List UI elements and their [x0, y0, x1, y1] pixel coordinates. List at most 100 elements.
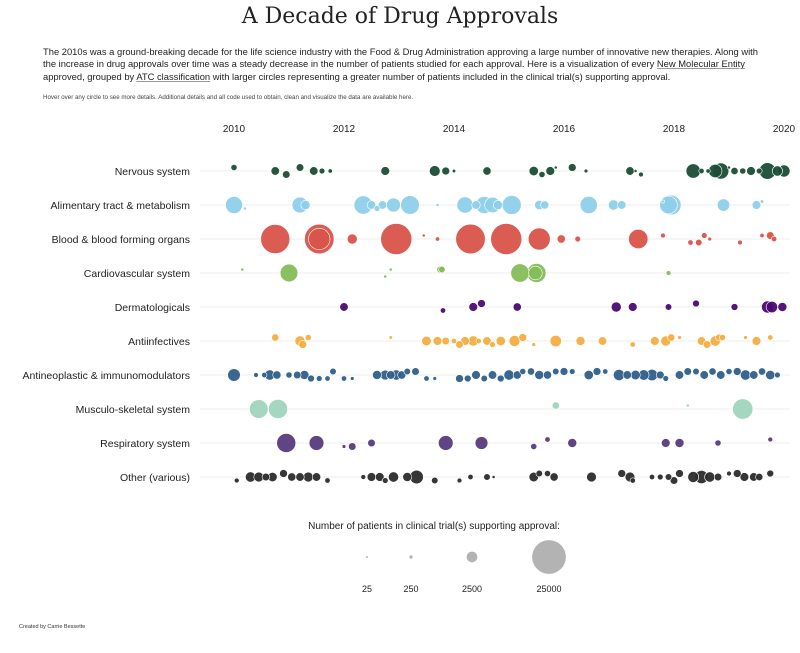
- approval-circle[interactable]: [674, 438, 685, 448]
- approval-circle[interactable]: [375, 472, 385, 482]
- approval-circle[interactable]: [272, 370, 282, 380]
- approval-circle[interactable]: [480, 374, 488, 383]
- approval-circle[interactable]: [774, 371, 781, 379]
- approval-circle[interactable]: [366, 472, 377, 482]
- approval-circle[interactable]: [628, 302, 638, 312]
- approval-circle[interactable]: [622, 370, 632, 380]
- approval-circle[interactable]: [767, 436, 774, 443]
- approval-circle[interactable]: [725, 368, 733, 375]
- approval-circle[interactable]: [556, 234, 566, 244]
- approval-circle[interactable]: [685, 163, 701, 179]
- approval-circle[interactable]: [625, 166, 635, 176]
- approval-circle[interactable]: [402, 472, 413, 482]
- approval-circle[interactable]: [421, 335, 432, 347]
- approval-circle[interactable]: [249, 399, 269, 419]
- approval-circle[interactable]: [432, 336, 443, 346]
- approval-circle[interactable]: [610, 301, 622, 313]
- approval-circle[interactable]: [308, 227, 331, 251]
- approval-circle[interactable]: [367, 438, 376, 448]
- approval-circle[interactable]: [544, 436, 551, 443]
- approval-circle[interactable]: [360, 474, 367, 480]
- approval-circle[interactable]: [567, 163, 577, 172]
- approval-circle[interactable]: [456, 196, 474, 214]
- approval-circle[interactable]: [732, 367, 742, 376]
- approval-circle[interactable]: [528, 166, 539, 176]
- approval-circle[interactable]: [608, 199, 619, 211]
- approval-circle[interactable]: [730, 167, 739, 175]
- approval-circle[interactable]: [695, 238, 703, 247]
- approval-circle[interactable]: [324, 375, 331, 382]
- approval-circle[interactable]: [240, 267, 245, 272]
- approval-circle[interactable]: [268, 399, 288, 419]
- approval-circle[interactable]: [316, 375, 323, 382]
- approval-circle[interactable]: [707, 236, 712, 242]
- approval-circle[interactable]: [451, 338, 457, 344]
- approval-circle[interactable]: [771, 236, 778, 242]
- approval-circle[interactable]: [440, 307, 446, 314]
- approval-circle[interactable]: [730, 303, 739, 311]
- approval-circle[interactable]: [617, 469, 627, 478]
- approval-circle[interactable]: [574, 235, 581, 243]
- approval-circle[interactable]: [544, 470, 551, 477]
- approval-circle[interactable]: [318, 167, 326, 175]
- approval-circle[interactable]: [373, 205, 381, 212]
- approval-circle[interactable]: [534, 370, 545, 380]
- approval-circle[interactable]: [732, 469, 742, 478]
- approval-circle[interactable]: [468, 302, 478, 312]
- approval-circle[interactable]: [441, 166, 451, 176]
- approval-circle[interactable]: [429, 165, 441, 177]
- approval-circle[interactable]: [531, 342, 536, 347]
- approval-circle[interactable]: [483, 473, 491, 481]
- approval-circle[interactable]: [756, 167, 763, 175]
- approval-circle[interactable]: [233, 477, 240, 484]
- approval-circle[interactable]: [569, 368, 576, 375]
- approval-circle[interactable]: [382, 477, 389, 484]
- approval-circle[interactable]: [583, 168, 589, 174]
- approval-circle[interactable]: [661, 199, 665, 204]
- approval-circle[interactable]: [295, 472, 305, 482]
- approval-circle[interactable]: [518, 333, 528, 342]
- approval-circle[interactable]: [567, 438, 578, 448]
- approval-circle[interactable]: [287, 472, 297, 482]
- approval-circle[interactable]: [538, 171, 546, 178]
- approval-circle[interactable]: [528, 265, 543, 281]
- approval-circle[interactable]: [649, 474, 655, 480]
- approval-circle[interactable]: [341, 375, 347, 382]
- approval-circle[interactable]: [687, 471, 700, 483]
- approval-circle[interactable]: [765, 300, 778, 314]
- approval-circle[interactable]: [463, 374, 472, 383]
- approval-circle[interactable]: [701, 232, 708, 239]
- approval-circle[interactable]: [487, 370, 498, 380]
- approval-circle[interactable]: [633, 169, 638, 173]
- approval-circle[interactable]: [438, 265, 446, 274]
- approval-circle[interactable]: [421, 233, 426, 238]
- approval-circle[interactable]: [527, 367, 535, 376]
- approval-circle[interactable]: [650, 336, 660, 346]
- approval-circle[interactable]: [575, 336, 586, 346]
- approval-circle[interactable]: [675, 469, 684, 478]
- approval-circle[interactable]: [586, 471, 597, 483]
- approval-circle[interactable]: [482, 166, 492, 176]
- approval-circle[interactable]: [308, 435, 325, 451]
- details-link[interactable]: here: [399, 94, 412, 101]
- approval-circle[interactable]: [388, 267, 393, 272]
- approval-circle[interactable]: [755, 473, 764, 481]
- approval-circle[interactable]: [655, 370, 665, 380]
- approval-circle[interactable]: [716, 370, 726, 380]
- approval-circle[interactable]: [765, 370, 776, 380]
- approval-circle[interactable]: [491, 475, 496, 479]
- approval-circle[interactable]: [758, 367, 766, 376]
- approval-circle[interactable]: [664, 303, 673, 311]
- approval-circle[interactable]: [423, 375, 430, 382]
- approval-circle[interactable]: [327, 168, 333, 174]
- approval-circle[interactable]: [432, 376, 437, 381]
- approval-circle[interactable]: [771, 165, 783, 177]
- approval-circle[interactable]: [674, 370, 685, 380]
- approval-circle[interactable]: [434, 236, 440, 242]
- approval-circle[interactable]: [455, 340, 464, 349]
- approval-circle[interactable]: [629, 477, 636, 484]
- approval-circle[interactable]: [501, 195, 522, 215]
- approval-circle[interactable]: [527, 227, 551, 251]
- approval-circle[interactable]: [685, 403, 690, 408]
- approval-circle[interactable]: [388, 335, 393, 340]
